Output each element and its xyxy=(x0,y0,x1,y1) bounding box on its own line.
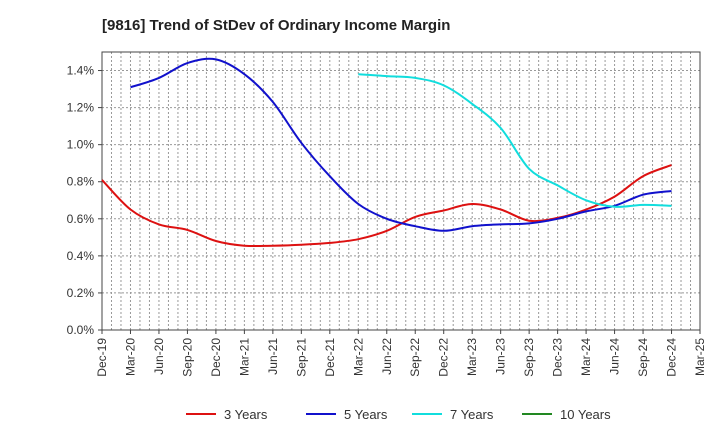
x-tick-label: Dec-21 xyxy=(323,338,337,377)
x-tick-label: Dec-23 xyxy=(551,338,565,377)
x-tick-label: Dec-20 xyxy=(209,338,223,377)
legend-label-3-years: 3 Years xyxy=(224,407,268,422)
x-tick-label: Mar-24 xyxy=(579,338,593,376)
series-line-3-years xyxy=(101,164,672,248)
x-tick-label: Jun-20 xyxy=(152,338,166,375)
y-tick-label: 0.2% xyxy=(67,286,95,300)
x-tick-label: Jun-24 xyxy=(608,338,622,375)
x-tick-label: Jun-21 xyxy=(266,338,280,375)
x-tick-label: Mar-20 xyxy=(123,338,137,376)
legend-label-5-years: 5 Years xyxy=(344,407,388,422)
chart-title: [9816] Trend of StDev of Ordinary Income… xyxy=(102,17,450,34)
x-tick-label: Dec-22 xyxy=(437,338,451,377)
x-tick-label: Sep-23 xyxy=(522,338,536,377)
x-tick-label: Sep-21 xyxy=(294,338,308,377)
y-tick-label: 0.8% xyxy=(67,175,95,189)
x-axis-ticks: Dec-19 Mar-20 Jun-20 Sep-20 Dec-20 Mar-21 Jun-… xyxy=(95,330,707,377)
series-line-5-years xyxy=(130,57,672,232)
y-tick-label: 1.2% xyxy=(67,101,95,115)
legend: 3 Years 5 Years 7 Years 10 Years xyxy=(186,407,611,422)
x-tick-label: Jun-22 xyxy=(380,338,394,375)
x-tick-label: Dec-19 xyxy=(95,338,109,377)
grid xyxy=(102,52,700,330)
x-tick-label: Mar-23 xyxy=(465,338,479,376)
y-axis-ticks: 0.0% 0.2% 0.4% 0.6% 0.8% 1.0% 1.2% 1.4% xyxy=(67,64,102,337)
y-tick-label: 0.0% xyxy=(67,323,95,337)
x-tick-label: Mar-25 xyxy=(693,338,707,376)
legend-label-10-years: 10 Years xyxy=(560,407,611,422)
plot-area xyxy=(101,51,701,331)
y-tick-label: 1.0% xyxy=(67,138,95,152)
x-tick-label: Mar-22 xyxy=(351,338,365,376)
legend-label-7-years: 7 Years xyxy=(450,407,494,422)
series-line-7-years xyxy=(358,73,672,208)
x-tick-label: Sep-24 xyxy=(636,338,650,377)
x-tick-label: Dec-24 xyxy=(665,338,679,377)
x-tick-label: Mar-21 xyxy=(237,338,251,376)
series-group xyxy=(101,57,672,248)
y-tick-label: 0.6% xyxy=(67,212,95,226)
y-tick-label: 1.4% xyxy=(67,64,95,78)
y-tick-label: 0.4% xyxy=(67,249,95,263)
x-tick-label: Sep-22 xyxy=(408,338,422,377)
x-tick-label: Jun-23 xyxy=(494,338,508,375)
x-tick-label: Sep-20 xyxy=(180,338,194,377)
